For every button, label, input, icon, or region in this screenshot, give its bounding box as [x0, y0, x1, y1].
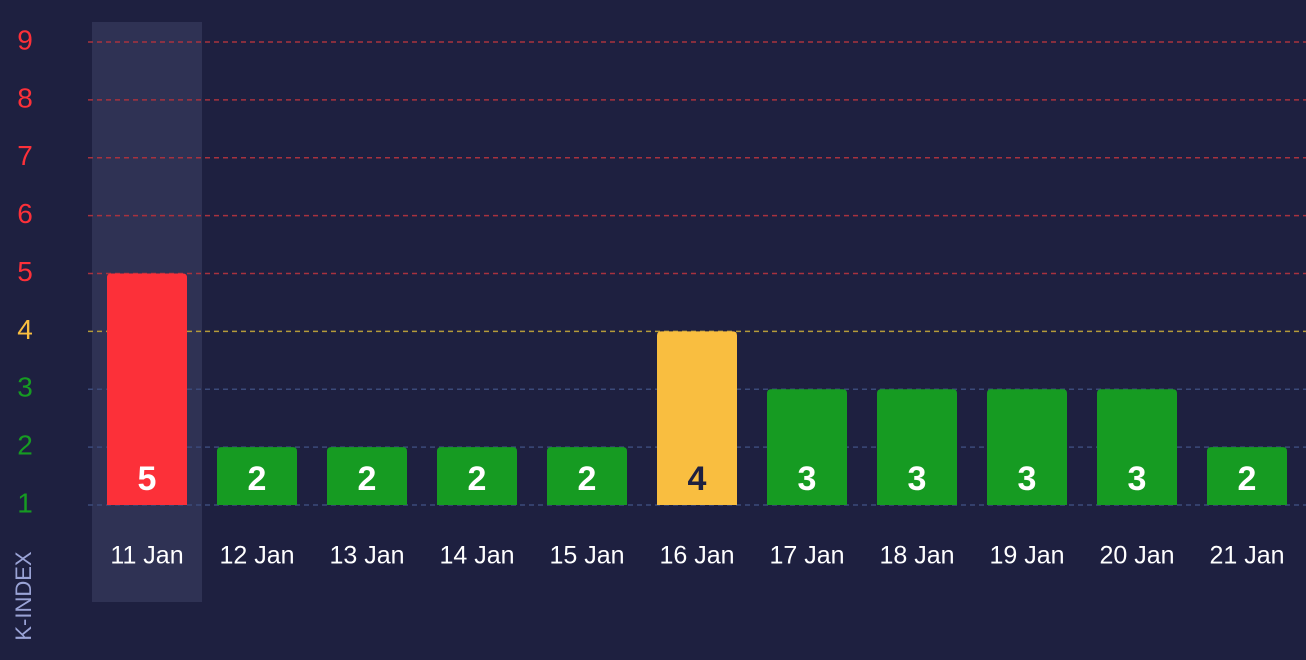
bar [987, 389, 1067, 505]
value-label: 3 [798, 460, 817, 498]
value-label: 3 [1018, 460, 1037, 498]
bar [217, 447, 297, 505]
y-tick-label: 4 [17, 314, 33, 345]
value-label: 2 [248, 460, 267, 498]
x-tick-label: 17 Jan [769, 542, 844, 570]
y-tick-label: 8 [17, 82, 33, 113]
y-tick-label: 2 [17, 430, 33, 461]
x-tick-label: 14 Jan [439, 542, 514, 570]
value-label: 4 [688, 460, 707, 498]
bar [657, 331, 737, 505]
y-tick-label: 5 [17, 256, 33, 287]
x-tick-label: 11 Jan [110, 542, 183, 570]
bar [547, 447, 627, 505]
value-label: 2 [1238, 460, 1257, 498]
y-tick-label: 7 [17, 140, 33, 171]
y-tick-label: 9 [17, 24, 33, 55]
x-tick-label: 13 Jan [329, 542, 404, 570]
value-label: 5 [138, 460, 157, 498]
value-label: 2 [358, 460, 377, 498]
value-label: 2 [578, 460, 597, 498]
y-tick-label: 3 [17, 372, 33, 403]
value-label: 2 [468, 460, 487, 498]
y-tick-label: 1 [17, 487, 33, 518]
y-axis-label: K-INDEX [11, 551, 36, 641]
bar [1207, 447, 1287, 505]
x-tick-label: 19 Jan [989, 542, 1064, 570]
x-tick-label: 16 Jan [659, 542, 734, 570]
x-tick-label: 21 Jan [1209, 542, 1284, 570]
x-tick-label: 15 Jan [549, 542, 624, 570]
bar [437, 447, 517, 505]
x-tick-label: 12 Jan [219, 542, 294, 570]
bar [767, 389, 847, 505]
x-tick-label: 20 Jan [1099, 542, 1174, 570]
bar [107, 273, 187, 505]
bar [1097, 389, 1177, 505]
y-tick-label: 6 [17, 198, 33, 229]
x-tick-label: 18 Jan [879, 542, 954, 570]
bar [327, 447, 407, 505]
value-label: 3 [908, 460, 927, 498]
value-label: 3 [1128, 460, 1147, 498]
bar [877, 389, 957, 505]
